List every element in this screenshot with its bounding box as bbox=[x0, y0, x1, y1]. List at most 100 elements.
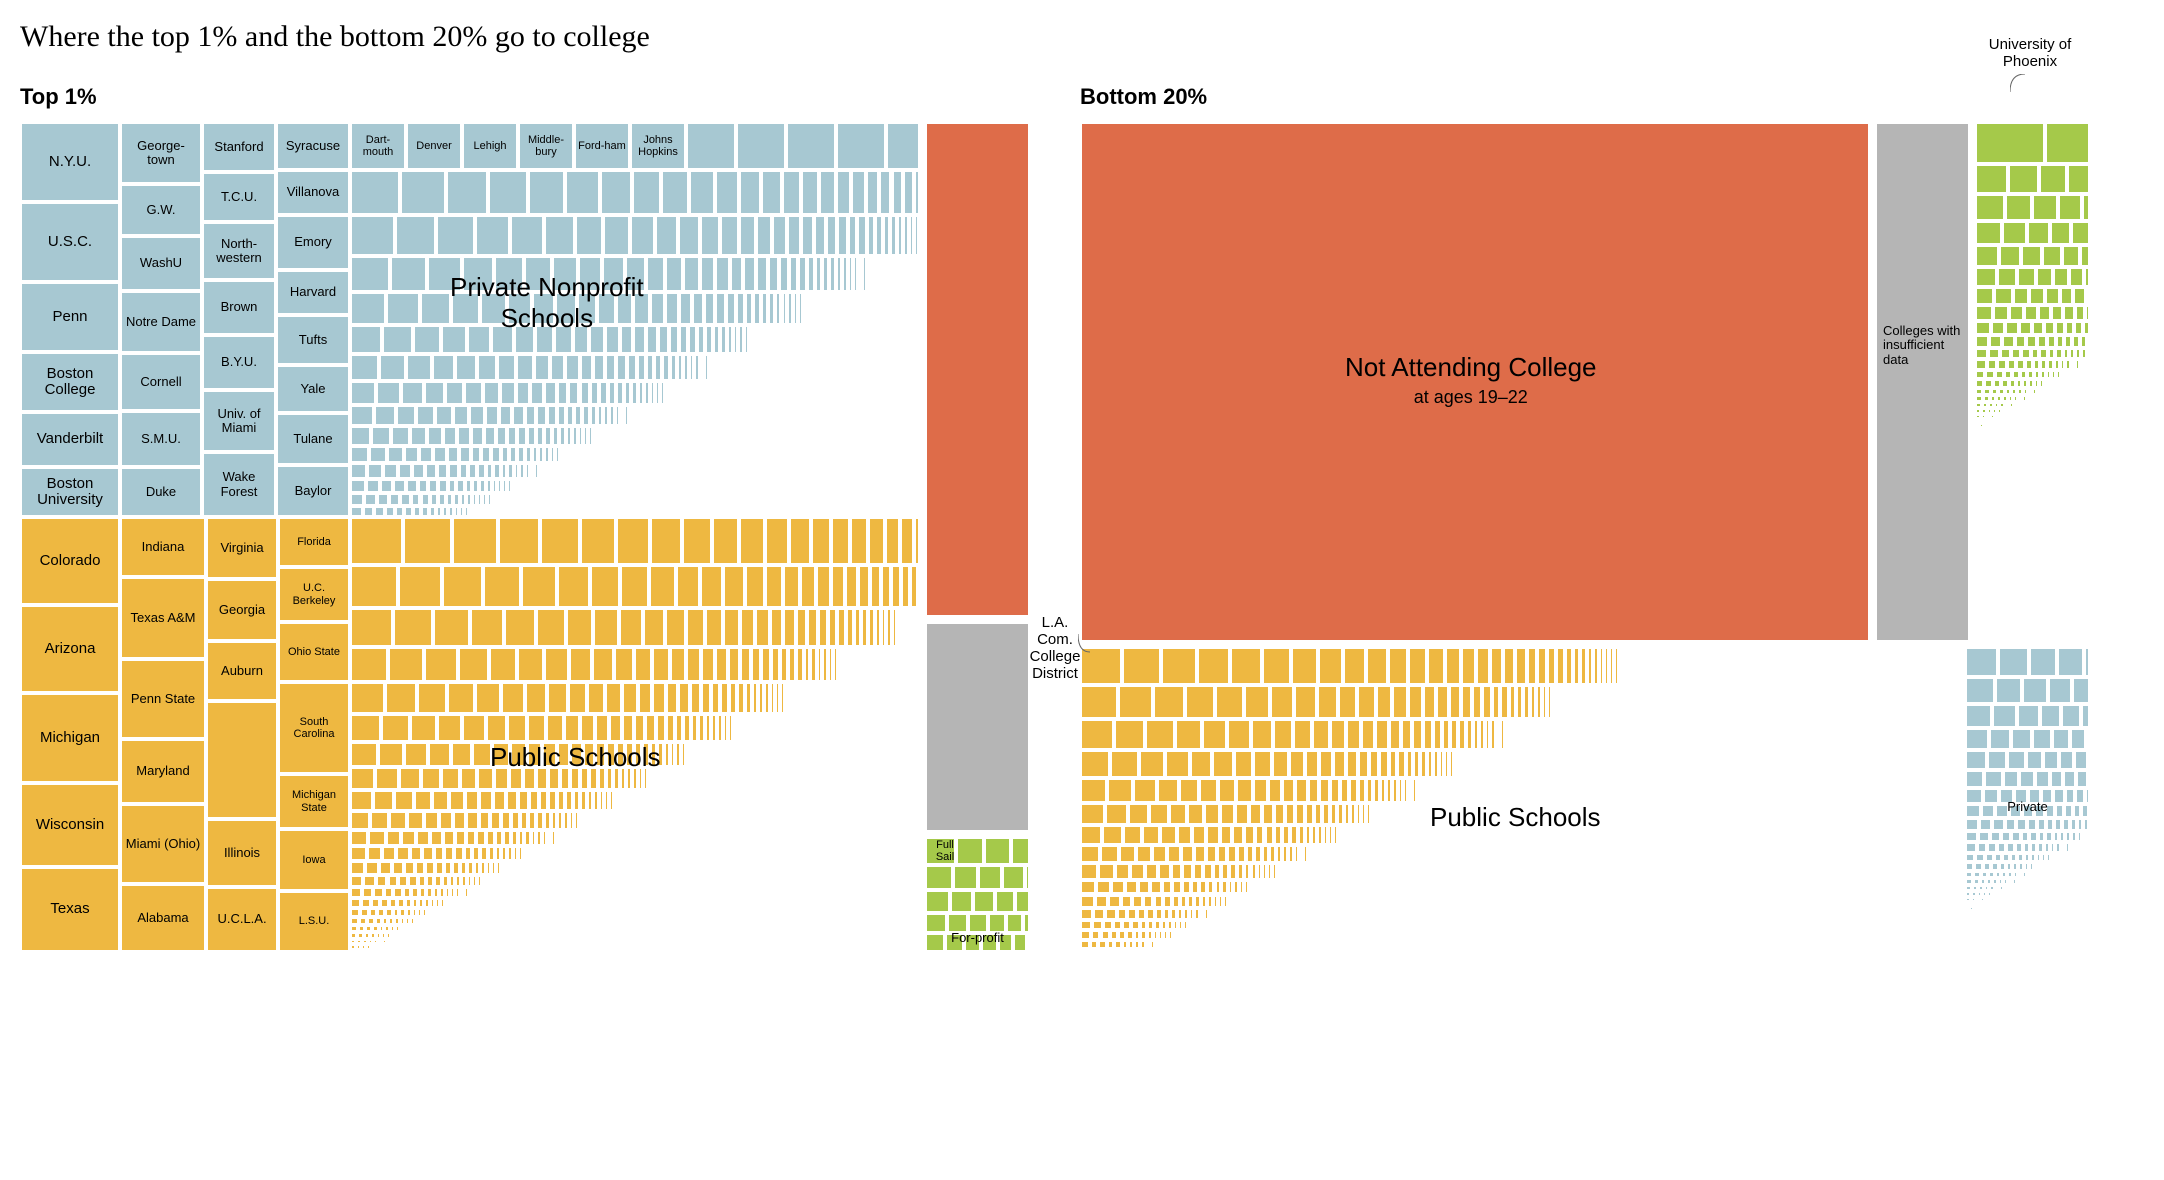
for-profit-label: For-profit bbox=[925, 924, 1030, 952]
private-label: Private bbox=[1965, 792, 2090, 822]
pub-cell bbox=[206, 701, 278, 819]
cell-label: Villanova bbox=[278, 172, 348, 213]
pub-cell: Alabama bbox=[120, 884, 206, 952]
cell-label: Texas bbox=[22, 869, 118, 950]
cell-label: Arizona bbox=[22, 607, 118, 691]
pub-cell: Maryland bbox=[120, 739, 206, 804]
cell-label: South Carolina bbox=[280, 684, 348, 772]
pn-cell: B.Y.U. bbox=[202, 335, 276, 390]
cell-label: Tulane bbox=[278, 415, 348, 463]
pn-cell: Syracuse bbox=[276, 122, 350, 170]
cell-label: Virginia bbox=[208, 519, 276, 577]
cell-label: Baylor bbox=[278, 467, 348, 515]
left-treemap: N.Y.U.U.S.C.PennBoston CollegeVanderbilt… bbox=[20, 122, 1030, 952]
cell-label: Miami (Ohio) bbox=[122, 806, 204, 882]
cell-label: Denver bbox=[408, 124, 460, 168]
cell-label: U.C.L.A. bbox=[208, 889, 276, 950]
pn-cell bbox=[786, 122, 836, 170]
cell-label: Cornell bbox=[122, 355, 200, 409]
pn-cell: Johns Hopkins bbox=[630, 122, 686, 170]
pn-cell bbox=[736, 122, 786, 170]
pn-cell: Boston College bbox=[20, 352, 120, 412]
cell-label: Ford-ham bbox=[576, 124, 628, 168]
pn-cell: Stanford bbox=[202, 122, 276, 172]
cell-label: Notre Dame bbox=[122, 293, 200, 351]
right-not-attending bbox=[1080, 122, 1870, 642]
cell-label: Maryland bbox=[122, 741, 204, 802]
cell-label: Ohio State bbox=[280, 624, 348, 680]
pub-cell: U.C. Berkeley bbox=[278, 567, 350, 622]
pn-cell: Harvard bbox=[276, 270, 350, 315]
callout-line-la bbox=[1078, 634, 1094, 654]
insufficient-label: Colleges with insufficient data bbox=[1875, 322, 1970, 422]
cell-label: Harvard bbox=[278, 272, 348, 313]
pub-cell: South Carolina bbox=[278, 682, 350, 774]
pn-cell: WashU bbox=[120, 236, 202, 291]
cell-label: Indiana bbox=[122, 519, 204, 575]
pub-cell: Wisconsin bbox=[20, 783, 120, 867]
pub-cell: Indiana bbox=[120, 517, 206, 577]
pub-cell: Texas A&M bbox=[120, 577, 206, 659]
cell-label: WashU bbox=[122, 238, 200, 289]
pub-cell: Michigan bbox=[20, 693, 120, 783]
pn-fill bbox=[350, 170, 920, 517]
charts-container: Top 1% N.Y.U.U.S.C.PennBoston CollegeVan… bbox=[20, 84, 2144, 952]
cell-label: Texas A&M bbox=[122, 579, 204, 657]
pub-cell: Florida bbox=[278, 517, 350, 567]
left-panel-label: Top 1% bbox=[20, 84, 1030, 110]
pub-cell: Virginia bbox=[206, 517, 278, 579]
cell-label: T.C.U. bbox=[204, 174, 274, 220]
pn-cell: Villanova bbox=[276, 170, 350, 215]
callout-fullsail: Full Sail bbox=[925, 837, 965, 865]
cell-label: Iowa bbox=[280, 831, 348, 889]
pn-cell: Tufts bbox=[276, 315, 350, 365]
pub-fill bbox=[350, 517, 920, 952]
cell-label: Wisconsin bbox=[22, 785, 118, 865]
cell-label: Vanderbilt bbox=[22, 414, 118, 465]
pub-cell: Penn State bbox=[120, 659, 206, 739]
pn-cell: Emory bbox=[276, 215, 350, 270]
cell-label: N.Y.U. bbox=[22, 124, 118, 200]
right-public bbox=[1080, 647, 1960, 952]
right-forprofit bbox=[1975, 164, 2090, 622]
pn-cell: Middle-bury bbox=[518, 122, 574, 170]
cell-label: Stanford bbox=[204, 124, 274, 170]
pn-cell: U.S.C. bbox=[20, 202, 120, 282]
pub-cell: Colorado bbox=[20, 517, 120, 605]
pn-cell: Vanderbilt bbox=[20, 412, 120, 467]
left-panel: Top 1% N.Y.U.U.S.C.PennBoston CollegeVan… bbox=[20, 84, 1030, 952]
chart-title: Where the top 1% and the bottom 20% go t… bbox=[20, 20, 2144, 54]
pn-cell: Denver bbox=[406, 122, 462, 170]
right-panel: Bottom 20% University of Phoenix Not Att… bbox=[1080, 84, 2090, 952]
pn-cell: G.W. bbox=[120, 184, 202, 236]
cell-label: Middle-bury bbox=[520, 124, 572, 168]
pn-cell: Baylor bbox=[276, 465, 350, 517]
pn-cell: Tulane bbox=[276, 413, 350, 465]
pn-cell: N.Y.U. bbox=[20, 122, 120, 202]
cell-label: U.C. Berkeley bbox=[280, 569, 348, 620]
right-treemap: Not Attending Collegeat ages 19–22Public… bbox=[1080, 122, 2090, 952]
cell-label: Univ. of Miami bbox=[204, 392, 274, 450]
cell-label: Wake Forest bbox=[204, 454, 274, 515]
pn-cell: Brown bbox=[202, 280, 276, 335]
pn-cell: North-western bbox=[202, 222, 276, 280]
pub-cell: Illinois bbox=[206, 819, 278, 887]
cell-label: Michigan bbox=[22, 695, 118, 781]
pn-cell: Lehigh bbox=[462, 122, 518, 170]
cell-label: George-town bbox=[122, 124, 200, 182]
callout-phoenix: University of Phoenix bbox=[1970, 36, 2090, 70]
pn-cell: Penn bbox=[20, 282, 120, 352]
cell-label: Boston College bbox=[22, 354, 118, 410]
cell-label: Michigan State bbox=[280, 776, 348, 827]
cell-label: Duke bbox=[122, 469, 200, 515]
right-panel-label: Bottom 20% bbox=[1080, 84, 2090, 110]
pn-cell: Univ. of Miami bbox=[202, 390, 276, 452]
pn-cell: Yale bbox=[276, 365, 350, 413]
pn-cell: T.C.U. bbox=[202, 172, 276, 222]
cell-label: L.S.U. bbox=[280, 893, 348, 950]
pub-cell: Miami (Ohio) bbox=[120, 804, 206, 884]
pn-cell bbox=[686, 122, 736, 170]
cell-label: G.W. bbox=[122, 186, 200, 234]
cell-label: Alabama bbox=[122, 886, 204, 950]
cell-label: Dart-mouth bbox=[352, 124, 404, 168]
